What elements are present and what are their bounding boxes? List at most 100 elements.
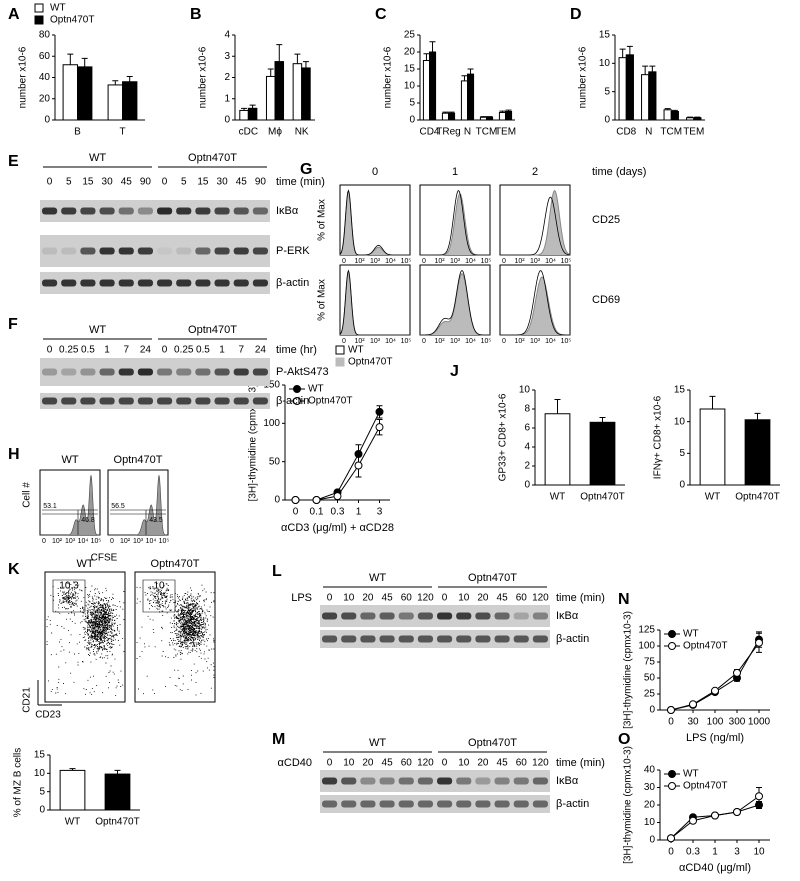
legend-marker (668, 782, 676, 790)
x-tick-label: 10³ (530, 258, 541, 265)
histogram (108, 475, 169, 536)
y-tick-label: 100 (638, 641, 655, 652)
x-tick-label: Mϕ (268, 127, 282, 138)
blot-band (398, 635, 414, 643)
blot-band (118, 207, 134, 215)
blot-band (475, 800, 491, 808)
blot-band (80, 397, 96, 405)
lane-label: 0 (47, 345, 53, 356)
blot-band (42, 397, 58, 405)
bar (77, 66, 93, 121)
lane-label: 0.5 (81, 345, 95, 356)
blot-band (176, 207, 192, 215)
blot-band (322, 612, 338, 620)
bar (686, 117, 695, 121)
stimulus-label: LPS (291, 592, 312, 604)
x-axis-label: LPS (ng/ml) (686, 732, 744, 744)
panel-title: WT (76, 558, 93, 570)
blot-band (417, 777, 433, 785)
legend-marker (668, 770, 676, 778)
blot-band (233, 368, 249, 376)
y-axis-label: IFNγ+ CD8+ x10-6 (653, 395, 664, 479)
blot-band (252, 247, 268, 255)
x-tick-label: 1 (712, 847, 718, 858)
x-tick-label: 10² (434, 338, 445, 345)
blot-band (157, 247, 173, 255)
x-tick-label: 0 (293, 507, 299, 518)
bar (460, 80, 469, 121)
blot-band (176, 397, 192, 405)
blot-band (233, 207, 249, 215)
bar (274, 61, 285, 121)
x-tick-label: 10⁴ (146, 538, 157, 545)
point (667, 706, 675, 714)
row-label: β-actin (556, 633, 589, 645)
blot-band (195, 207, 211, 215)
blot-band (137, 368, 153, 376)
blot-band (513, 777, 529, 785)
y-tick-label: 0 (649, 835, 655, 846)
panel-label: G (300, 161, 312, 178)
error-bar (429, 41, 436, 52)
lane-label: 45 (497, 758, 509, 769)
legend-swatch (335, 345, 345, 355)
bar (122, 81, 138, 121)
blot-band (195, 397, 211, 405)
gate-value: 10.3 (59, 581, 79, 592)
blot-band (252, 279, 268, 287)
bar (479, 116, 488, 121)
error-bar (467, 68, 474, 75)
legend-marker (293, 385, 301, 393)
x-axis-label: CFSE (91, 553, 118, 564)
y-tick-label: 5 (679, 448, 685, 459)
blot-band (379, 800, 395, 808)
panel-label: E (8, 153, 19, 170)
y-tick-label: 80 (39, 30, 51, 41)
blot-band (437, 635, 453, 643)
blot-band (157, 207, 173, 215)
x-tick-label: 10² (354, 338, 365, 345)
row-label: P-AktS473 (276, 366, 329, 378)
blot-band (398, 612, 414, 620)
legend-swatch (34, 15, 44, 25)
y-tick-label: 0 (274, 495, 280, 506)
panel-label: K (8, 561, 20, 578)
error-bar (664, 108, 671, 110)
legend-marker (293, 397, 301, 405)
point (312, 496, 321, 504)
bar (422, 60, 431, 121)
y-tick-label: 40 (39, 72, 51, 83)
lane-label: 45 (382, 593, 394, 604)
y-tick-label: 3 (224, 51, 230, 62)
bar (62, 64, 78, 121)
bar (448, 112, 456, 121)
lane-label: 30 (217, 177, 229, 188)
gate-value: 43.5 (149, 517, 163, 524)
lane-label: 0 (327, 758, 333, 769)
legend-label: WT (683, 769, 699, 780)
blot-strip (40, 358, 270, 386)
x-tick-label: 10³ (133, 538, 144, 545)
blot-band (494, 635, 510, 643)
y-axis-label: number x10-6 (383, 46, 394, 108)
x-tick-label: TCM (660, 127, 682, 138)
y-axis-label: number x10-6 (578, 46, 589, 108)
histogram-wt (500, 196, 571, 256)
y-axis-label: [3H]-thymidine (cpmx10-3) (623, 611, 634, 729)
point (689, 700, 697, 709)
lane-label: 45 (497, 593, 509, 604)
blot-band (456, 777, 472, 785)
y-tick-label: 0 (44, 115, 50, 126)
panel-label: F (8, 316, 18, 333)
lane-label: 0 (327, 593, 333, 604)
x-tick-label: 0.3 (331, 507, 345, 518)
error-bar (687, 116, 694, 118)
blot-band (137, 207, 153, 215)
bar (498, 112, 507, 121)
panel-label: N (618, 591, 630, 608)
blot-band (494, 612, 510, 620)
y-tick-label: 60 (39, 51, 51, 62)
y-tick-label: 15 (404, 64, 416, 75)
x-tick-label: CD4 (419, 127, 439, 138)
blot-band (195, 247, 211, 255)
